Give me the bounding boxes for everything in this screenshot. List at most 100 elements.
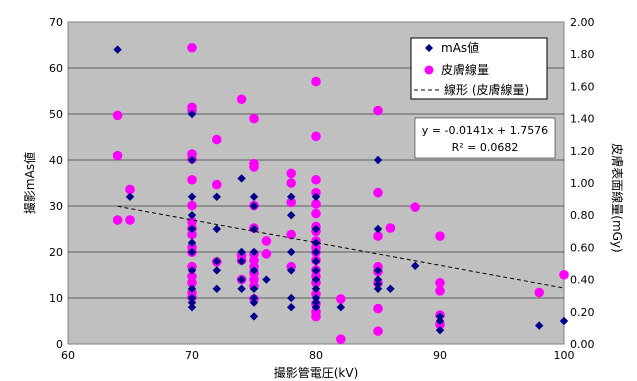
y2-tick-label: 1.60 [570, 80, 595, 93]
mas-point [311, 238, 321, 247]
mas-point [435, 312, 445, 321]
mas-point [311, 293, 321, 303]
dose-point [286, 229, 297, 240]
dose-point [249, 162, 259, 172]
mas-point [311, 257, 321, 266]
mas-point [373, 275, 383, 284]
mas-point [187, 211, 197, 220]
mas-point [287, 303, 296, 312]
mas-point [249, 298, 259, 307]
mas-point [237, 257, 246, 266]
y-axis-title: 撮影mAs値 [22, 152, 37, 214]
dose-point [112, 215, 123, 225]
dose-point [187, 200, 197, 211]
x-tick-label: 60 [61, 349, 75, 362]
legend-mas-label: mAs値 [441, 40, 479, 55]
y-tick-label: 40 [49, 154, 63, 167]
dose-point [311, 199, 321, 209]
mas-point [373, 155, 383, 165]
y-tick-label: 70 [49, 16, 63, 29]
y2-axis-ticks: 0.00 0.20 0.40 0.60 0.80 1.00 1.20 1.40 1.60 1.80… [570, 16, 595, 351]
equation-text: y = -0.0141x + 1.7576 [422, 124, 548, 137]
y2-tick-label: 2.00 [570, 16, 595, 29]
dose-point [125, 184, 135, 195]
mas-point [435, 316, 445, 326]
x-axis-ticks: 60 70 80 90 100 [61, 349, 575, 362]
y2-tick-label: 0.80 [570, 209, 595, 222]
dose-point [212, 179, 222, 190]
dose-point [336, 294, 346, 304]
dose-point [373, 187, 383, 198]
dose-point [373, 326, 383, 336]
equation-box-bg [414, 117, 556, 159]
dose-point [112, 150, 123, 161]
mas-point [212, 224, 221, 234]
dose-point [385, 223, 396, 233]
dose-point [559, 269, 569, 280]
dose-point [261, 236, 272, 246]
mas-point [237, 284, 246, 293]
y2-tick-label: 1.80 [570, 48, 595, 61]
dose-point [311, 311, 321, 322]
trendline [117, 205, 565, 289]
y2-tick-label: 0.60 [570, 241, 595, 254]
y-tick-label: 0 [56, 338, 63, 351]
x-tick-label: 80 [309, 349, 323, 362]
mas-point [249, 247, 259, 257]
dose-point [187, 42, 197, 53]
dose-point [373, 303, 383, 314]
mas-point [373, 266, 383, 275]
mas-point [287, 247, 296, 257]
y-tick-label: 60 [49, 62, 63, 75]
dose-point [311, 131, 321, 142]
dose-point [187, 174, 197, 185]
mas-point [373, 280, 383, 289]
mas-point [187, 298, 197, 307]
mas-point [311, 224, 321, 234]
mas-point [212, 266, 221, 275]
y-axis-ticks: 0 10 20 30 40 50 60 70 [49, 16, 63, 351]
mas-point [212, 284, 221, 293]
dose-point [187, 229, 197, 240]
dose-point [435, 286, 445, 296]
equation-box: y = -0.0141x + 1.7576 R² = 0.0682 [414, 117, 556, 159]
dose-point [373, 231, 383, 241]
y2-tick-label: 1.20 [570, 145, 595, 158]
dose-point [311, 208, 321, 219]
y2-tick-label: 0.00 [570, 338, 595, 351]
mas-point [187, 293, 197, 303]
mas-point [212, 257, 221, 266]
mas-point [287, 266, 296, 275]
dose-point [311, 174, 321, 185]
y-tick-label: 10 [49, 292, 63, 305]
mas-point [249, 284, 259, 293]
mas-point [113, 45, 122, 54]
mas-point [311, 266, 321, 275]
mas-point [311, 192, 321, 201]
mas-point [386, 284, 395, 293]
y2-tick-label: 0.20 [570, 306, 595, 319]
dose-point [311, 76, 321, 87]
y2-tick-label: 1.40 [570, 113, 595, 126]
mas-point [373, 284, 383, 293]
dose-point [286, 178, 297, 188]
mas-point [262, 275, 271, 284]
mas-point [237, 247, 246, 257]
mas-point [187, 284, 197, 293]
dose-point [435, 278, 445, 288]
mas-point [249, 293, 259, 303]
legend-dose-marker [424, 65, 434, 75]
mas-point [187, 155, 197, 165]
mas-point [187, 247, 197, 257]
dose-point [249, 113, 259, 124]
y-tick-label: 50 [49, 108, 63, 121]
mas-point [237, 174, 246, 183]
y2-axis-title: 皮膚表面線量(mGy) [610, 143, 625, 252]
legend-trend-label: 線形 (皮膚線量) [444, 82, 529, 97]
mas-point [287, 293, 296, 303]
mas-point [187, 238, 197, 247]
y2-tick-label: 0.40 [570, 274, 595, 287]
x-tick-label: 70 [185, 349, 199, 362]
dose-point [336, 334, 346, 344]
